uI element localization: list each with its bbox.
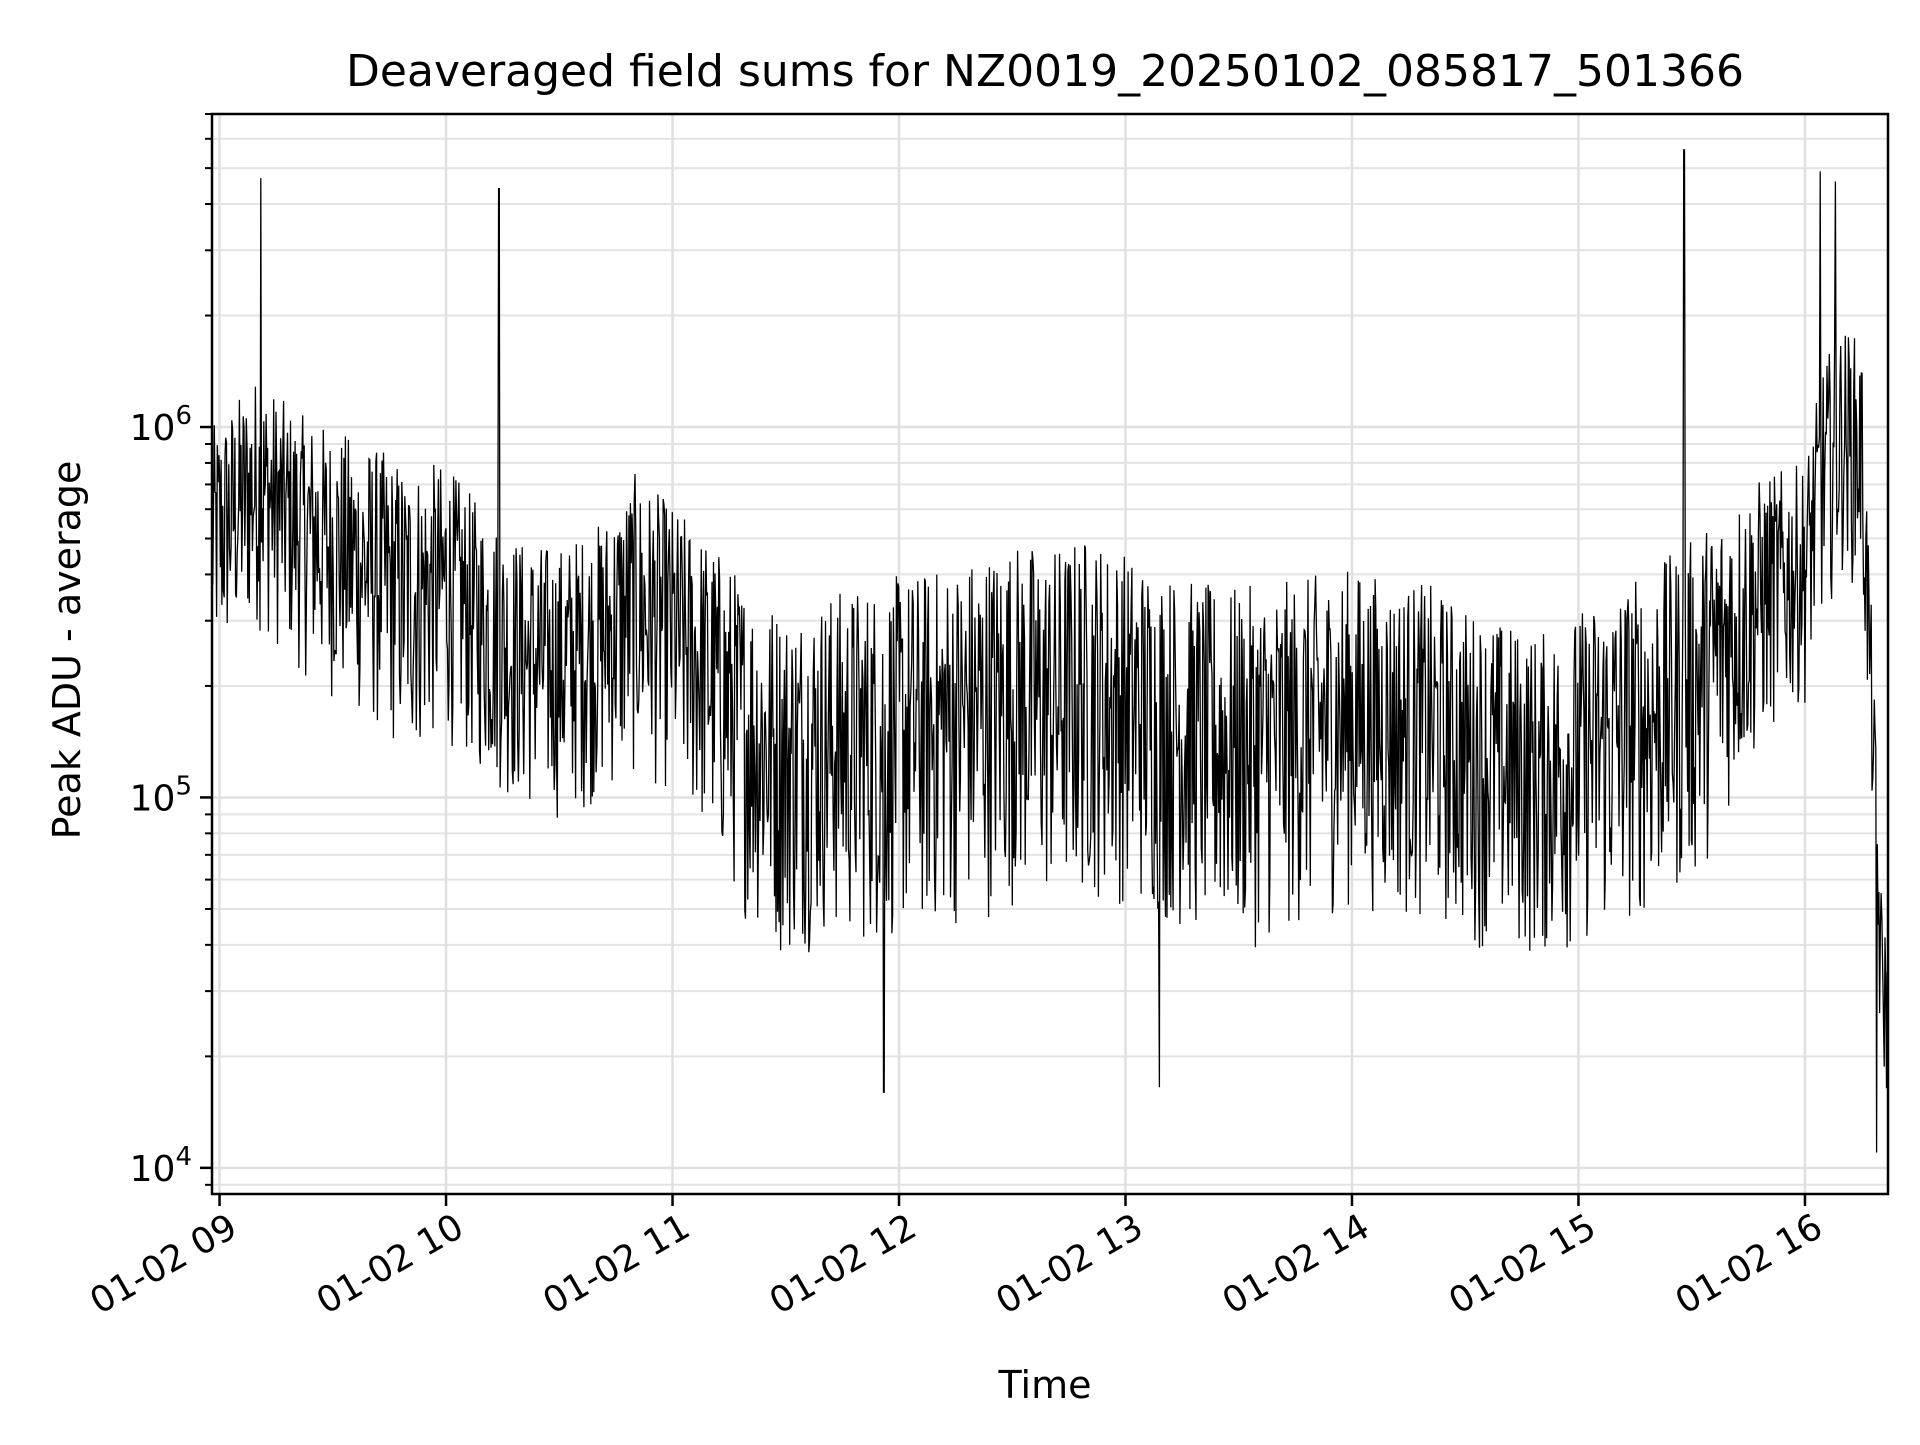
chart-title: Deaveraged field sums for NZ0019_2025010… — [346, 46, 1744, 97]
x-axis-label: Time — [998, 1363, 1092, 1407]
y-tick-label: 105 — [130, 771, 192, 819]
plot-frame — [210, 112, 1890, 1196]
y-axis-label: Peak ADU - average — [45, 461, 89, 840]
y-tick-label: 106 — [130, 401, 192, 449]
y-axis-ticks: 104 105 106 — [130, 113, 212, 1190]
series-line — [211, 149, 1889, 1153]
y-tick-label: 104 — [130, 1142, 192, 1190]
